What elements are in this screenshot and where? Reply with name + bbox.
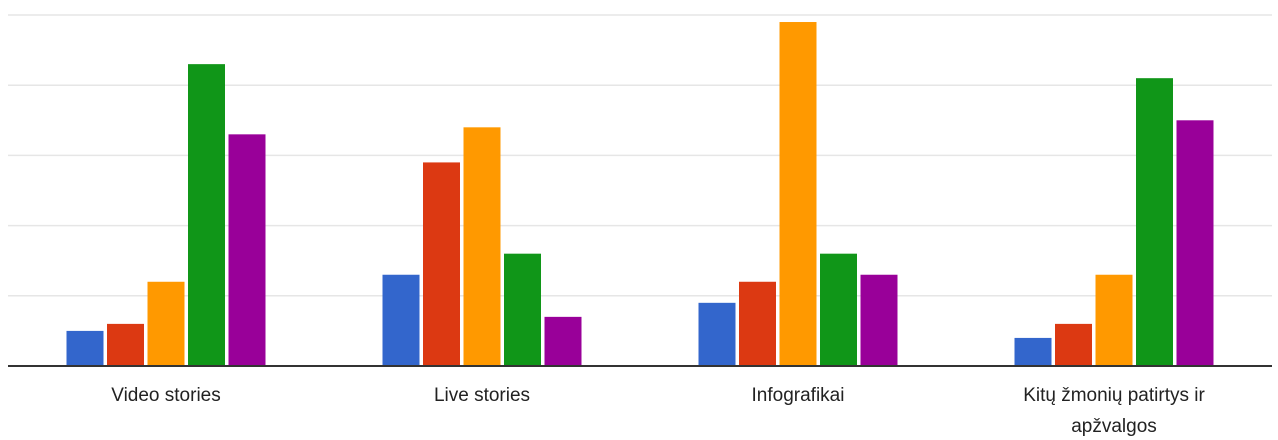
bar xyxy=(188,64,225,366)
bar xyxy=(544,316,582,366)
category-label-line: Kitų žmonių patirtys ir xyxy=(1023,385,1205,406)
category-label: Live stories xyxy=(434,385,530,406)
bar xyxy=(66,330,104,366)
category-label: Kitų žmonių patirtys ir apžvalgos xyxy=(1023,385,1205,437)
category-label-line: Video stories xyxy=(111,385,221,406)
bar xyxy=(779,22,817,367)
category-label-line: Live stories xyxy=(434,385,530,406)
bar xyxy=(107,323,144,366)
bar xyxy=(698,302,736,366)
bar xyxy=(228,134,266,366)
bar xyxy=(1014,337,1052,366)
bar xyxy=(423,162,460,366)
category-labels: Video stories Live stories Infografikai Kit… xyxy=(111,385,1205,437)
category-label: Video stories xyxy=(111,385,221,406)
bar xyxy=(739,281,776,366)
category-label: Infografikai xyxy=(752,385,845,406)
category-label-line: apžvalgos xyxy=(1071,416,1157,437)
bars xyxy=(66,22,1214,367)
bar xyxy=(382,274,420,366)
bar xyxy=(147,281,185,366)
bar xyxy=(1095,274,1133,366)
bar xyxy=(1055,323,1092,366)
bar xyxy=(860,274,898,366)
bar xyxy=(463,127,501,366)
bar xyxy=(504,253,541,366)
bar xyxy=(1136,78,1173,367)
bar xyxy=(1176,120,1214,366)
category-label-line: Infografikai xyxy=(752,385,845,406)
bar xyxy=(820,253,857,366)
